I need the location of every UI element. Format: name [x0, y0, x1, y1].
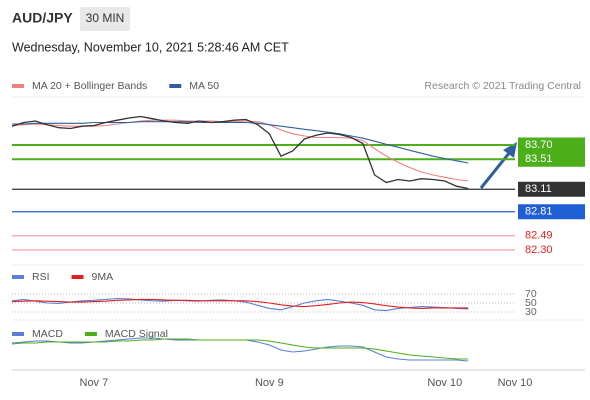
series-line: [11, 115, 469, 190]
y-tick-label: 50: [525, 297, 537, 309]
series-line: [12, 121, 469, 164]
level-label: 83.70: [525, 139, 553, 151]
legend-swatch: [12, 275, 24, 279]
timeframe-box: [80, 7, 130, 31]
x-tick-label: Nov 10: [427, 377, 462, 389]
x-tick-label: Nov 7: [80, 377, 109, 389]
timeframe: 30 MIN: [86, 11, 125, 25]
y-tick-label: 70: [525, 288, 537, 300]
legend-label: MACD: [32, 328, 63, 340]
level-box: [518, 137, 585, 153]
x-tick-label: Nov 9: [255, 377, 284, 389]
series-line: [11, 119, 469, 182]
legend-label: MA 50: [189, 80, 219, 92]
x-tick-label: Nov 10: [498, 377, 533, 389]
forecast-arrow: [479, 151, 512, 189]
level-box: [518, 204, 585, 220]
legend-swatch: [169, 84, 182, 88]
series-line: [11, 297, 469, 312]
legend-swatch: [12, 332, 24, 336]
symbol: AUD/JPY: [12, 10, 73, 26]
legend-label: RSI: [32, 271, 50, 283]
y-tick-label: 30: [525, 306, 537, 318]
legend-label: MA 20 + Bollinger Bands: [32, 80, 147, 92]
legend-label: MACD Signal: [105, 328, 168, 340]
legend-swatch: [84, 332, 97, 336]
level-label: 83.11: [525, 183, 552, 195]
series-line: [11, 298, 469, 309]
level-box: [518, 181, 585, 197]
level-label: 82.49: [525, 230, 553, 242]
level-label: 82.30: [525, 244, 553, 256]
level-box: [518, 151, 585, 167]
legend-swatch: [12, 84, 24, 88]
series-line: [11, 338, 469, 360]
date: Wednesday, November 10, 2021 5:28:46 AM …: [12, 40, 289, 54]
legend-label: 9MA: [92, 271, 114, 283]
level-label: 82.81: [525, 206, 553, 218]
level-label: 83.51: [525, 153, 553, 165]
credit: Research © 2021 Trading Central: [424, 80, 581, 92]
legend-swatch: [71, 275, 84, 279]
